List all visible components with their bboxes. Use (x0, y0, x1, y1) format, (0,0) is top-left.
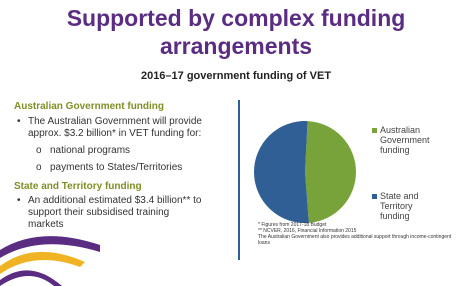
legend-swatch (372, 128, 377, 133)
decoration (0, 270, 62, 286)
pie-slice (305, 121, 356, 223)
pie-slice (254, 121, 309, 223)
decoration (0, 252, 85, 274)
legend-label: State and Territory funding (380, 191, 442, 221)
footnotes: * Figures from 2017-18 Budget** NCVER, 2… (258, 222, 458, 246)
legend-swatch (372, 194, 377, 199)
legend-label: Australian Government funding (380, 125, 442, 155)
footnote: The Australian Government also provides … (258, 234, 458, 246)
slide: {"title": "Supported by complex funding … (0, 0, 472, 286)
